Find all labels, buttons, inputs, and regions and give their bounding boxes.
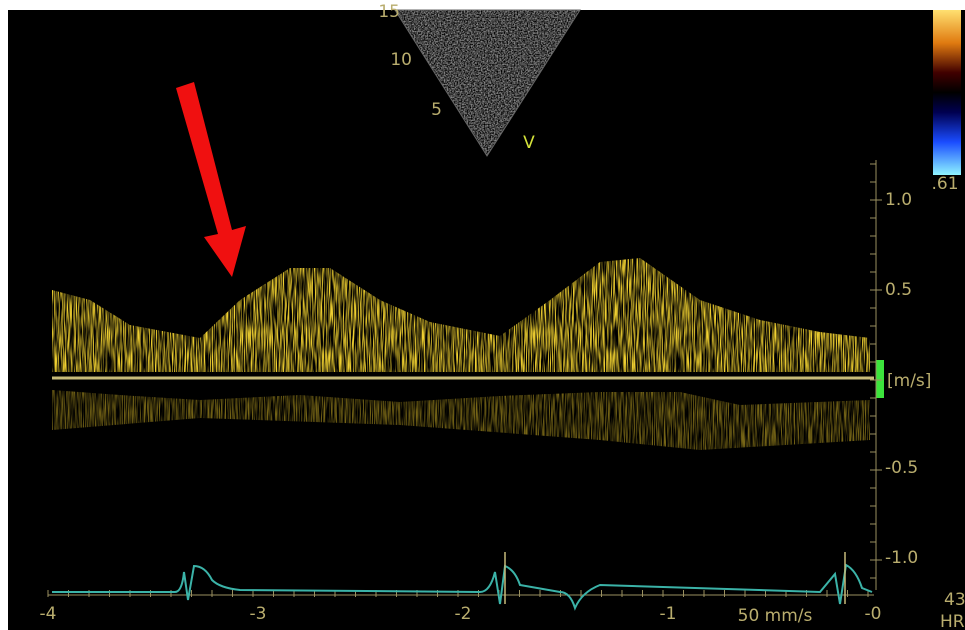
time-tick-label: -2 <box>455 604 472 624</box>
velocity-tick-label: 1.0 <box>885 190 912 210</box>
color-bar <box>933 10 961 175</box>
heart-rate-label: HR <box>940 612 965 630</box>
velocity-tick-label: -0.5 <box>885 458 918 478</box>
velocity-tick-label: 0.5 <box>885 280 912 300</box>
time-tick-label: -0 <box>865 604 882 624</box>
heart-rate-value: 43 <box>944 590 965 610</box>
depth-label: 5 <box>431 100 442 120</box>
velocity-unit: [m/s] <box>887 371 931 391</box>
depth-label: 15 <box>378 2 400 22</box>
velocity-tick-label: -1.0 <box>885 548 918 568</box>
doppler-screen: 15 10 5 V .61 1.0 0.5 -0.5 -1.0 [m/s] -4… <box>0 0 965 630</box>
time-tick-label: -4 <box>40 604 57 624</box>
baseline-marker <box>876 360 884 398</box>
time-tick-label: -3 <box>250 604 267 624</box>
depth-label: 10 <box>390 50 412 70</box>
sweep-speed: 50 mm/s <box>738 606 813 626</box>
color-bar-label: .61 <box>931 174 958 194</box>
probe-marker: V <box>523 133 535 153</box>
time-tick-label: -1 <box>660 604 677 624</box>
